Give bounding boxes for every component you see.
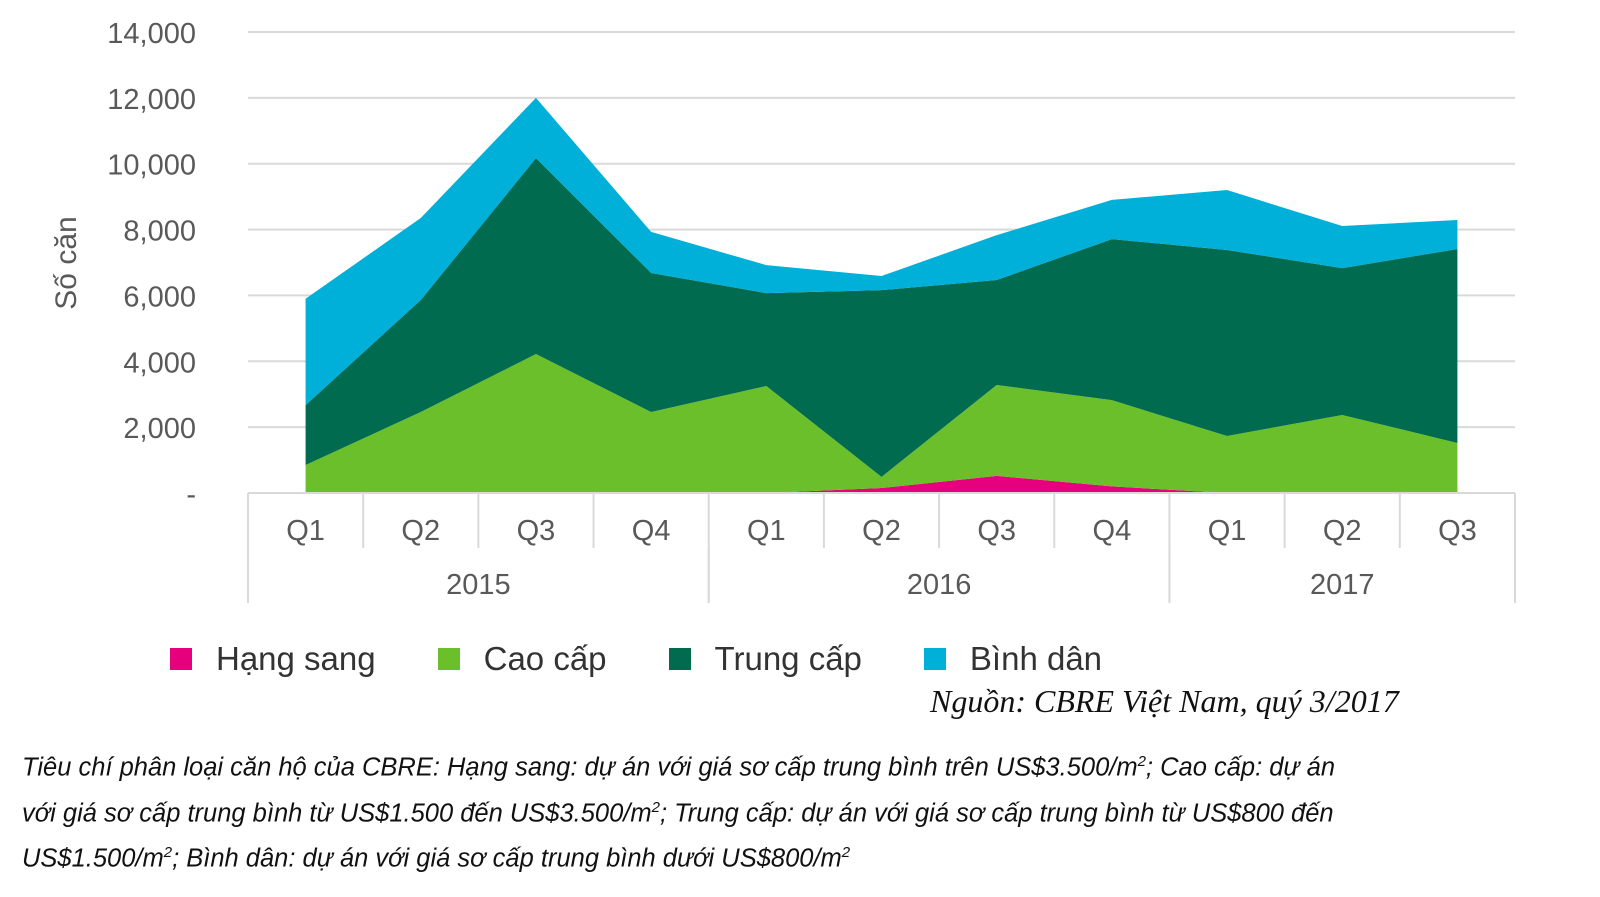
area-hạng-sang xyxy=(305,475,1458,493)
superscript: 2 xyxy=(163,844,173,861)
legend: Hạng sang Cao cấp Trung cấp Bình dân xyxy=(170,640,1164,678)
legend-swatch xyxy=(923,648,946,670)
legend-item: Cao cấp xyxy=(437,640,607,678)
x-tick-label: Q4 xyxy=(1093,515,1132,547)
footnote-text: với giá sơ cấp trung bình từ US$1.500 đế… xyxy=(22,799,652,827)
y-tick-label: 2,000 xyxy=(123,413,196,445)
legend-label: Cao cấp xyxy=(483,640,607,677)
legend-item: Trung cấp xyxy=(668,640,862,678)
superscript: 2 xyxy=(1137,753,1146,770)
superscript: 2 xyxy=(651,798,660,816)
footnote-text: ; Bình dân: dự án với giá sơ cấp trung b… xyxy=(172,844,842,873)
footnote-line: với giá sơ cấp trung bình từ US$1.500 đế… xyxy=(22,788,1600,834)
y-tick-label: 8,000 xyxy=(123,216,196,248)
x-tick-label: Q4 xyxy=(632,515,671,547)
area-trung-cấp xyxy=(305,158,1458,477)
area-cao-cấp xyxy=(305,354,1458,493)
footnote: Tiêu chí phân loại căn hộ của CBRE: Hạng… xyxy=(22,742,1600,879)
x-tick-label: Q1 xyxy=(1208,515,1247,547)
y-axis-label: Số căn xyxy=(50,216,83,309)
x-tick-label: Q3 xyxy=(977,515,1016,547)
superscript: 2 xyxy=(841,844,851,861)
area-bình-dân xyxy=(305,97,1458,406)
footnote-text: ; Cao cấp: dự án xyxy=(1145,753,1336,782)
source-note: Nguồn: CBRE Việt Nam, quý 3/2017 xyxy=(930,683,1399,719)
legend-label: Hạng sang xyxy=(216,640,376,677)
legend-swatch xyxy=(170,648,192,670)
x-tick-label: Q2 xyxy=(862,515,901,547)
x-tick-label: Q2 xyxy=(401,515,440,547)
footnote-text: Tiêu chí phân loại căn hộ của CBRE: Hạng… xyxy=(22,753,1138,782)
footnote-line: US$1.500/m2; Bình dân: dự án với giá sơ … xyxy=(22,833,1600,879)
y-tick-label: 4,000 xyxy=(123,347,196,379)
legend-label: Trung cấp xyxy=(714,640,862,677)
stacked-area-chart: - 2,000 4,000 6,000 8,000 10,000 12,000 14,000 S… xyxy=(50,18,1516,603)
legend-item: Bình dân xyxy=(923,640,1103,678)
footnote-line: Tiêu chí phân loại căn hộ của CBRE: Hạng… xyxy=(22,742,1600,788)
y-tick-label: 6,000 xyxy=(123,281,196,313)
x-tick-label: Q3 xyxy=(1438,515,1477,547)
legend-item: Hạng sang xyxy=(170,640,376,678)
year-label: 2017 xyxy=(1310,569,1375,601)
y-tick-label: - xyxy=(186,479,196,511)
footnote-text: US$1.500/m xyxy=(22,844,164,873)
x-tick-label: Q1 xyxy=(747,515,786,547)
x-tick-label: Q2 xyxy=(1323,515,1362,547)
year-label: 2016 xyxy=(907,569,972,601)
year-label: 2015 xyxy=(446,569,511,601)
y-tick-label: 10,000 xyxy=(107,150,196,182)
x-tick-label: Q1 xyxy=(286,515,325,547)
legend-swatch xyxy=(437,648,460,670)
y-tick-label: 14,000 xyxy=(107,18,196,50)
legend-swatch xyxy=(668,648,691,670)
legend-label: Bình dân xyxy=(969,640,1103,677)
y-tick-label: 12,000 xyxy=(107,84,196,116)
x-tick-label: Q3 xyxy=(517,515,556,547)
footnote-text: ; Trung cấp: dự án với giá sơ cấp trung … xyxy=(659,799,1334,827)
